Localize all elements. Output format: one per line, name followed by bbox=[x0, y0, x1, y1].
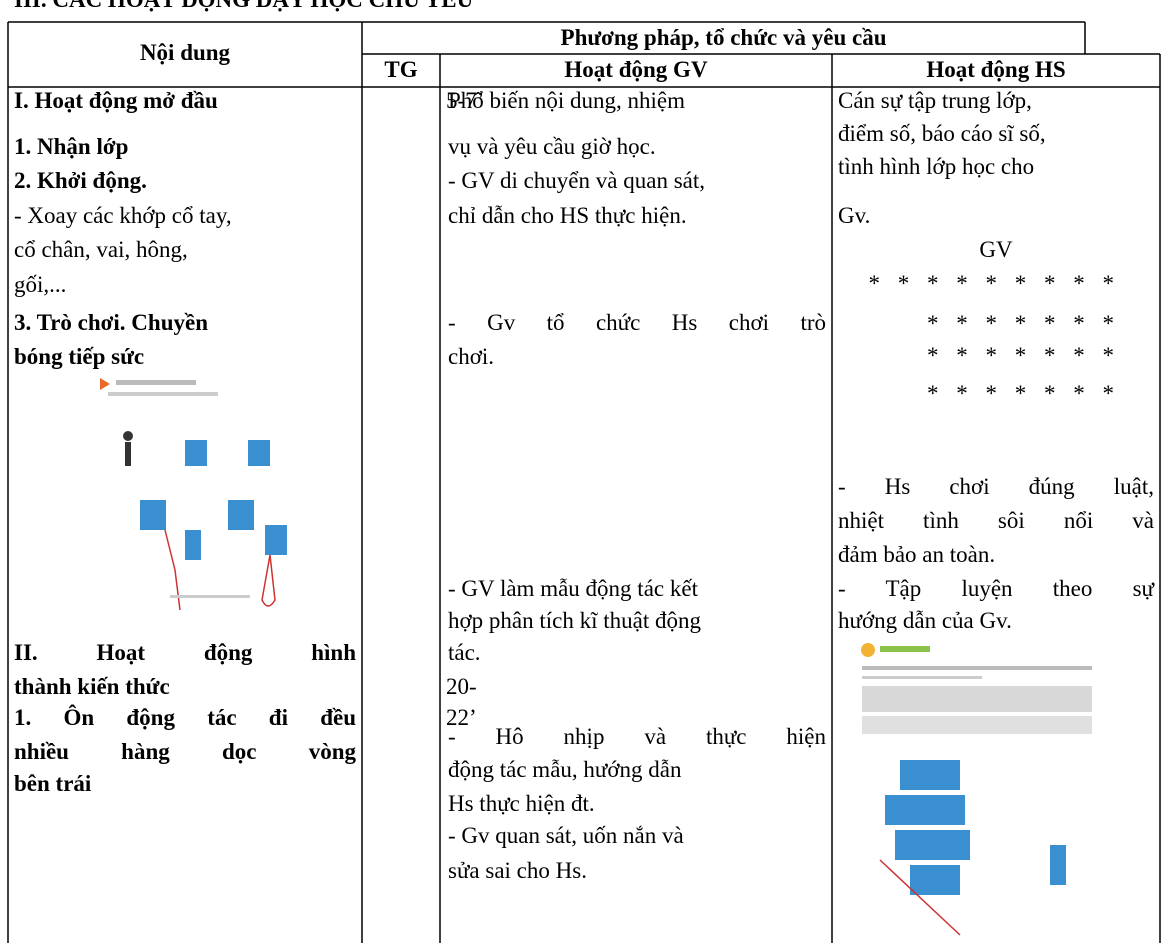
content-line: bên trái bbox=[14, 771, 92, 796]
formation-row: * * * * * * * bbox=[927, 343, 1114, 368]
teacher-line: - Gv tổ chức Hs chơi trò bbox=[448, 310, 826, 335]
game-illustration bbox=[100, 378, 287, 611]
teacher-line: hợp phân tích kĩ thuật động bbox=[448, 608, 701, 633]
student-line: hướng dẫn của Gv. bbox=[838, 608, 1012, 633]
teacher-line: sửa sai cho Hs. bbox=[448, 858, 587, 883]
teacher-line: chỉ dẫn cho HS thực hiện. bbox=[448, 203, 687, 228]
student-line: - Hs chơi đúng luật, bbox=[838, 474, 1154, 499]
content-line: 1. Nhận lớp bbox=[14, 134, 129, 159]
teacher-line: - GV di chuyển và quan sát, bbox=[448, 168, 705, 193]
content-line: cổ chân, vai, hông, bbox=[14, 237, 188, 262]
student-line: đảm bảo an toàn. bbox=[838, 542, 996, 567]
formation-row: * * * * * * * bbox=[927, 311, 1114, 336]
formation-row: * * * * * * * * * bbox=[868, 271, 1115, 296]
student-line: Cán sự tập trung lớp, bbox=[838, 88, 1032, 113]
teacher-line: vụ và yêu cầu giờ học. bbox=[448, 134, 656, 159]
student-line: - Tập luyện theo sự bbox=[838, 576, 1154, 601]
content-line: nhiều hàng dọc vòng bbox=[14, 739, 356, 764]
header-cell: Hoạt động HS bbox=[926, 57, 1066, 82]
teacher-line: động tác mẫu, hướng dẫn bbox=[448, 757, 682, 782]
student-line: nhiệt tình sôi nổi và bbox=[838, 508, 1154, 533]
time-line: 22’ bbox=[446, 705, 477, 730]
header-cell: Phương pháp, tổ chức và yêu cầu bbox=[560, 25, 887, 50]
teacher-line: Hs thực hiện đt. bbox=[448, 791, 595, 816]
teacher-line: - Gv quan sát, uốn nắn và bbox=[448, 823, 684, 848]
teacher-line: - GV làm mẫu động tác kết bbox=[448, 576, 698, 601]
content-line: bóng tiếp sức bbox=[14, 344, 145, 369]
section-heading: III. CÁC HOẠT ĐỘNG DẠY HỌC CHỦ YẾU bbox=[14, 0, 1114, 15]
time-line: 5-7’ bbox=[446, 88, 485, 113]
content-line: - Xoay các khớp cổ tay, bbox=[14, 203, 232, 228]
content-line: II. Hoạt động hình bbox=[14, 640, 356, 665]
content-line: gối,... bbox=[14, 272, 67, 297]
content-line: 3. Trò chơi. Chuyền bbox=[14, 310, 208, 335]
teacher-line: - Hô nhịp và thực hiện bbox=[448, 724, 826, 749]
content-line: 2. Khởi động. bbox=[14, 168, 147, 193]
formation-row: * * * * * * * bbox=[927, 381, 1114, 406]
header-cell: TG bbox=[384, 57, 418, 82]
teacher-line: tác. bbox=[448, 640, 481, 665]
content-line: 1. Ôn động tác đi đều bbox=[14, 705, 356, 730]
header-cell: Hoạt động GV bbox=[564, 57, 708, 82]
student-line: GV bbox=[979, 237, 1013, 262]
content-line: I. Hoạt động mở đầu bbox=[14, 88, 218, 113]
teacher-line: Phổ biến nội dung, nhiệm bbox=[448, 88, 686, 113]
header-cell: Nội dung bbox=[139, 40, 231, 65]
teacher-line: chơi. bbox=[448, 344, 495, 369]
student-line: điểm số, báo cáo sĩ số, bbox=[838, 121, 1046, 146]
time-line: 20- bbox=[446, 674, 477, 699]
drill-illustration bbox=[861, 643, 1092, 936]
content-line: thành kiến thức bbox=[14, 674, 170, 699]
student-line: Gv. bbox=[838, 203, 871, 228]
student-line: tình hình lớp học cho bbox=[838, 154, 1035, 179]
